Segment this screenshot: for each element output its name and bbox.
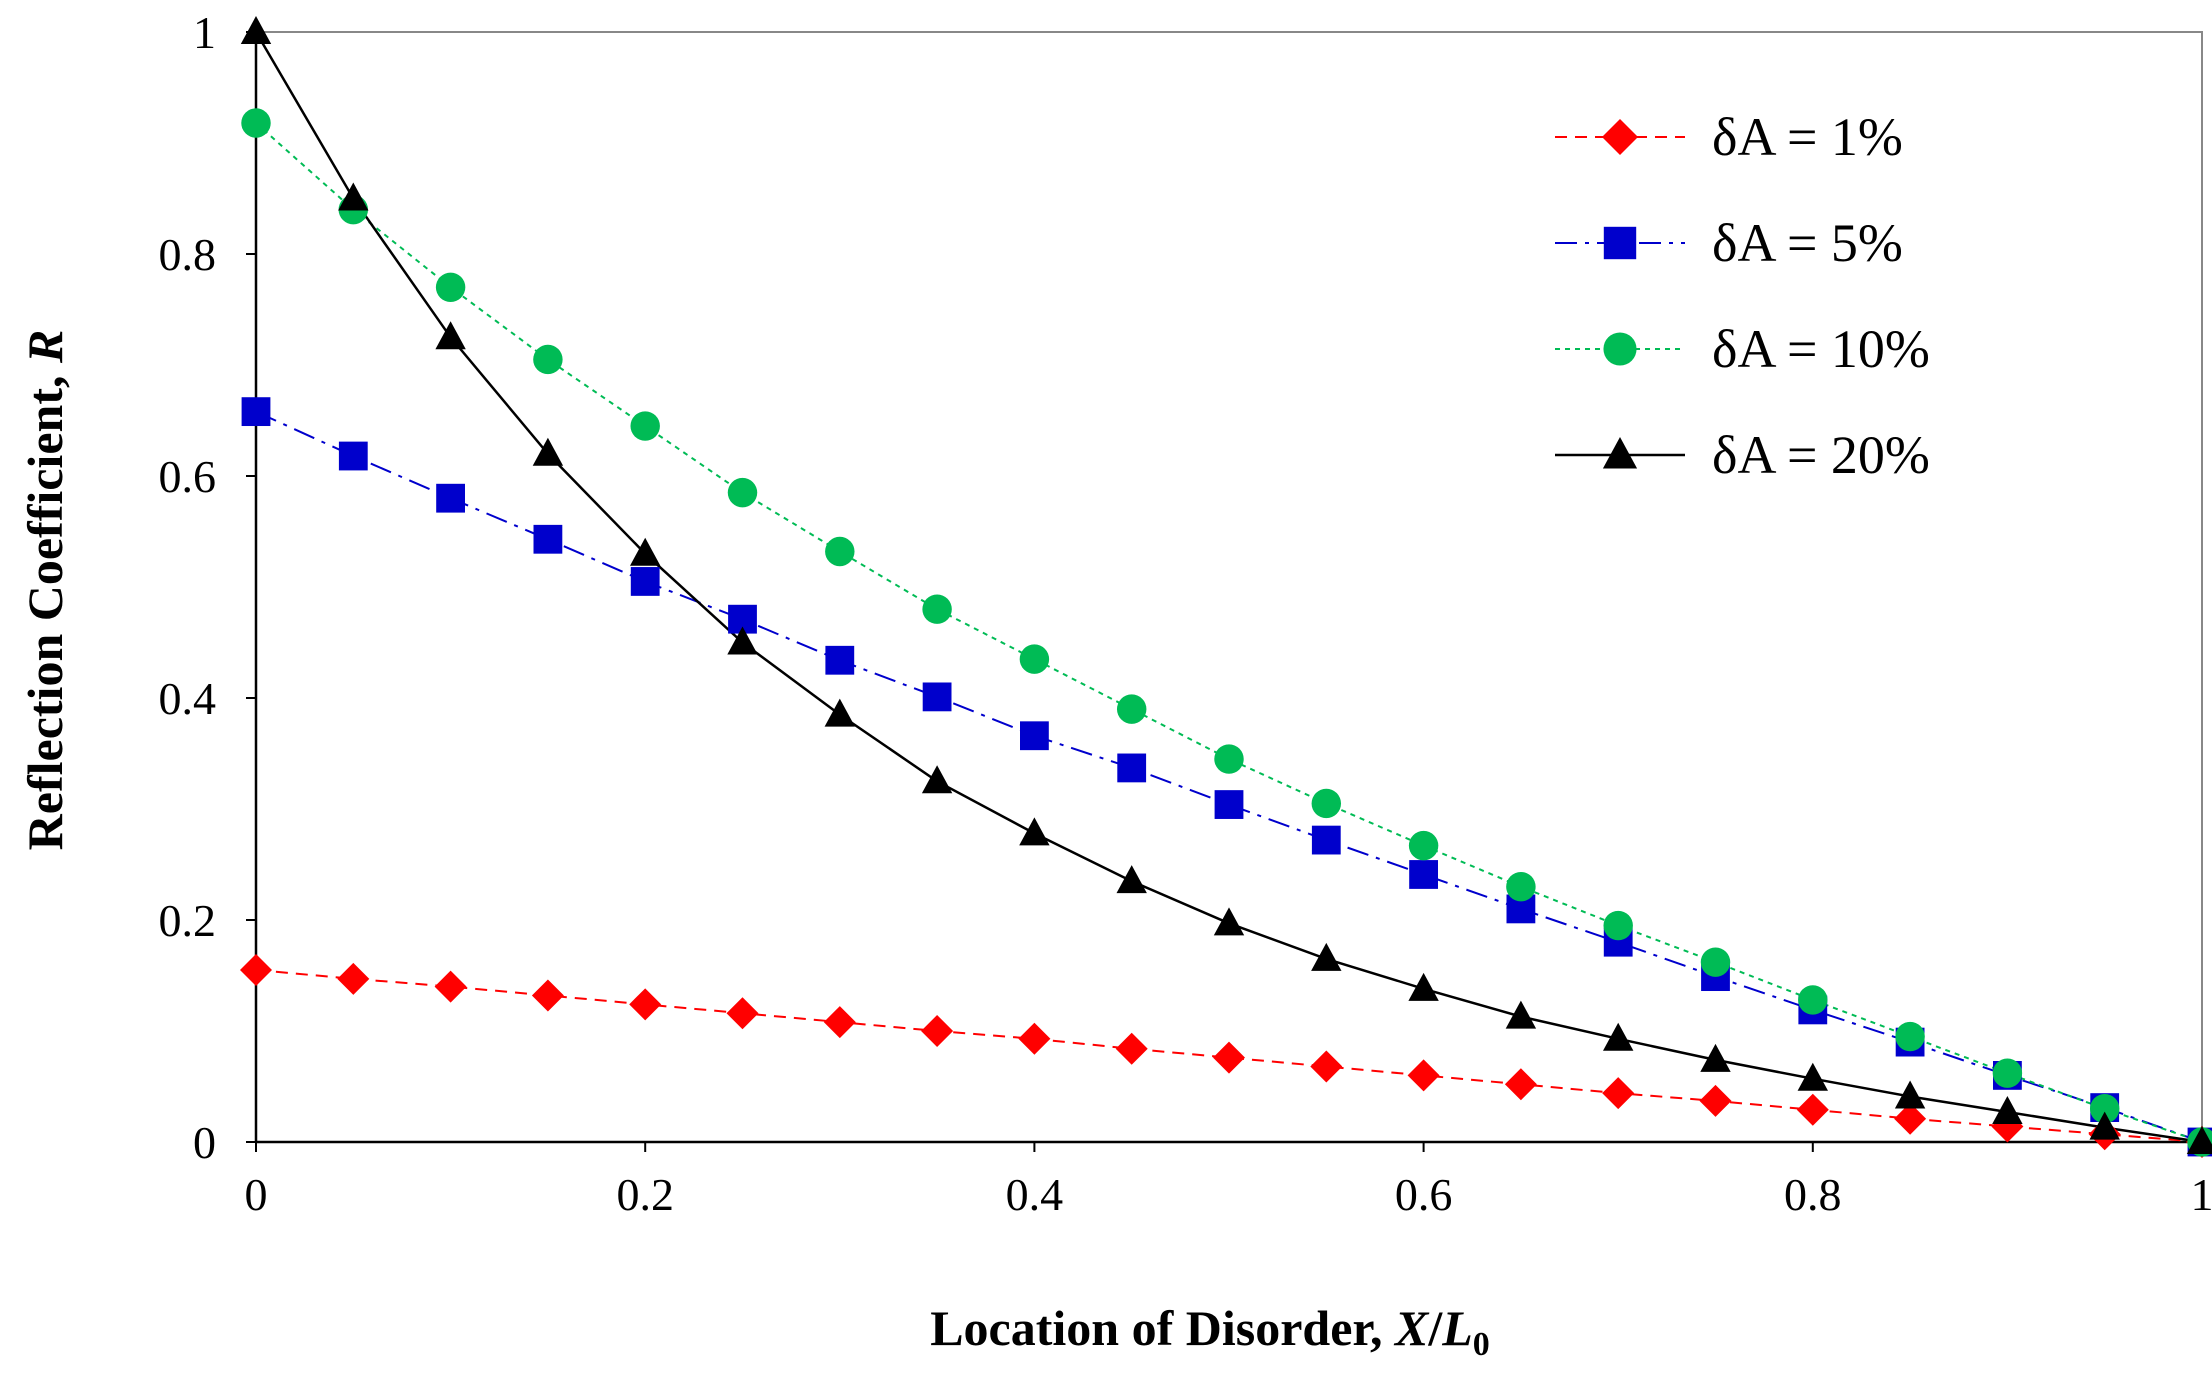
y-tick-label: 0.2 <box>159 895 217 946</box>
data-point-delta-a-10-percent <box>1214 744 1243 773</box>
data-point-delta-a-10-percent <box>1506 872 1535 901</box>
legend-label: δA = 20% <box>1712 425 1930 485</box>
data-point-delta-a-5-percent <box>1215 790 1244 819</box>
data-point-delta-a-10-percent <box>1020 644 1049 673</box>
data-point-delta-a-5-percent <box>825 646 854 675</box>
data-point-delta-a-1-percent <box>1505 1068 1537 1100</box>
data-point-delta-a-1-percent <box>629 988 661 1020</box>
data-point-delta-a-10-percent <box>1603 911 1632 940</box>
data-point-delta-a-1-percent <box>824 1006 856 1038</box>
data-point-delta-a-10-percent <box>436 273 465 302</box>
data-point-delta-a-20-percent <box>1019 817 1049 845</box>
data-point-delta-a-1-percent <box>337 963 369 995</box>
data-point-delta-a-20-percent <box>825 699 855 727</box>
data-point-delta-a-10-percent <box>922 594 951 623</box>
x-tick-label: 0.2 <box>616 1169 674 1220</box>
series-line-delta-a-20-percent <box>256 32 2202 1142</box>
data-point-delta-a-20-percent <box>241 16 271 44</box>
legend-label: δA = 10% <box>1712 319 1930 379</box>
y-tick-label: 1 <box>193 7 216 58</box>
data-point-delta-a-1-percent <box>1700 1085 1732 1117</box>
legend-marker <box>1604 227 1636 259</box>
data-point-delta-a-5-percent <box>534 525 563 554</box>
legend-label: δA = 1% <box>1712 107 1903 167</box>
data-point-delta-a-5-percent <box>631 567 660 596</box>
data-point-delta-a-1-percent <box>1797 1094 1829 1126</box>
data-point-delta-a-5-percent <box>1409 860 1438 889</box>
data-point-delta-a-5-percent <box>1020 721 1049 750</box>
x-axis-title: Location of Disorder, X/L0 <box>930 1300 1490 1363</box>
data-point-delta-a-20-percent <box>1311 943 1341 971</box>
x-tick-label: 0 <box>245 1169 268 1220</box>
x-tick-label: 0.4 <box>1006 1169 1064 1220</box>
data-point-delta-a-5-percent <box>242 397 271 426</box>
data-point-delta-a-20-percent <box>1117 865 1147 893</box>
data-point-delta-a-1-percent <box>1213 1042 1245 1074</box>
y-tick-label: 0.4 <box>159 673 217 724</box>
data-point-delta-a-10-percent <box>1798 985 1827 1014</box>
y-axis-title: Reflection Coefficient, R <box>17 330 73 851</box>
data-point-delta-a-10-percent <box>533 345 562 374</box>
data-point-delta-a-1-percent <box>1116 1033 1148 1065</box>
x-tick-label: 0.8 <box>1784 1169 1842 1220</box>
legend-marker <box>1603 332 1636 365</box>
data-point-delta-a-1-percent <box>1408 1059 1440 1091</box>
data-point-delta-a-1-percent <box>435 971 467 1003</box>
data-point-delta-a-1-percent <box>240 954 272 986</box>
data-point-delta-a-10-percent <box>728 478 757 507</box>
y-tick-label: 0.8 <box>159 229 217 280</box>
data-point-delta-a-1-percent <box>1602 1077 1634 1109</box>
data-point-delta-a-1-percent <box>1310 1051 1342 1083</box>
data-point-delta-a-10-percent <box>825 537 854 566</box>
data-point-delta-a-10-percent <box>1993 1058 2022 1087</box>
data-point-delta-a-10-percent <box>630 411 659 440</box>
y-tick-label: 0 <box>193 1117 216 1168</box>
data-point-delta-a-5-percent <box>923 682 952 711</box>
data-point-delta-a-20-percent <box>338 183 368 211</box>
data-point-delta-a-5-percent <box>1312 826 1341 855</box>
data-point-delta-a-1-percent <box>532 979 564 1011</box>
data-point-delta-a-1-percent <box>921 1015 953 1047</box>
plot-frame <box>256 32 2202 1142</box>
data-point-delta-a-1-percent <box>727 997 759 1029</box>
data-point-delta-a-10-percent <box>241 108 270 137</box>
data-point-delta-a-20-percent <box>1214 907 1244 935</box>
data-point-delta-a-20-percent <box>435 321 465 349</box>
data-point-delta-a-20-percent <box>922 765 952 793</box>
legend-marker <box>1603 437 1637 469</box>
data-point-delta-a-10-percent <box>1895 1022 1924 1051</box>
data-point-delta-a-10-percent <box>1312 789 1341 818</box>
data-point-delta-a-5-percent <box>1117 754 1146 783</box>
data-point-delta-a-10-percent <box>1117 694 1146 723</box>
x-tick-label: 1 <box>2191 1169 2212 1220</box>
x-tick-label: 0.6 <box>1395 1169 1453 1220</box>
data-point-delta-a-5-percent <box>339 442 368 471</box>
data-point-delta-a-10-percent <box>1701 947 1730 976</box>
y-tick-label: 0.6 <box>159 451 217 502</box>
legend-label: δA = 5% <box>1712 213 1903 273</box>
legend-marker <box>1602 119 1638 155</box>
data-point-delta-a-1-percent <box>1018 1023 1050 1055</box>
data-point-delta-a-10-percent <box>1409 831 1438 860</box>
data-point-delta-a-5-percent <box>436 484 465 513</box>
